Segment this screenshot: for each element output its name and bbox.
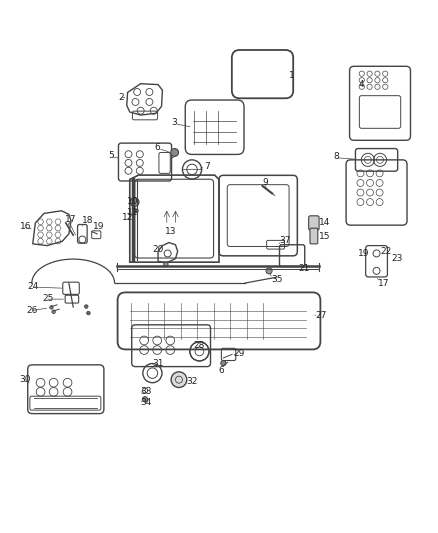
Text: 1: 1 (289, 70, 294, 79)
Text: 6: 6 (155, 143, 160, 152)
Text: 19: 19 (358, 249, 370, 258)
Circle shape (52, 310, 55, 313)
Text: 37: 37 (279, 236, 290, 245)
Circle shape (171, 149, 179, 156)
Text: 17: 17 (65, 215, 77, 224)
Text: 35: 35 (271, 275, 283, 284)
Text: 3: 3 (171, 118, 177, 127)
Text: 16: 16 (20, 222, 31, 231)
FancyBboxPatch shape (310, 228, 318, 244)
Text: 7: 7 (204, 162, 209, 171)
FancyBboxPatch shape (309, 216, 319, 230)
Circle shape (164, 262, 168, 266)
Circle shape (221, 360, 226, 366)
Text: 33: 33 (140, 387, 151, 396)
Text: 20: 20 (153, 245, 164, 254)
Text: 21: 21 (298, 264, 310, 273)
Circle shape (87, 311, 90, 315)
Text: 31: 31 (152, 359, 164, 368)
Text: 2: 2 (118, 93, 124, 102)
Circle shape (142, 397, 148, 402)
Text: 12: 12 (122, 213, 134, 222)
Text: 29: 29 (233, 349, 244, 358)
Text: 9: 9 (262, 177, 268, 187)
Text: 22: 22 (380, 247, 391, 256)
Text: 8: 8 (333, 152, 339, 161)
Text: 28: 28 (194, 341, 205, 350)
Text: 5: 5 (108, 151, 114, 160)
Text: 23: 23 (392, 254, 403, 263)
Text: 27: 27 (316, 311, 327, 320)
Text: 18: 18 (82, 216, 93, 225)
Text: 4: 4 (358, 80, 364, 89)
Text: 24: 24 (28, 281, 39, 290)
Text: 13: 13 (166, 227, 177, 236)
Circle shape (49, 305, 53, 309)
Text: 26: 26 (27, 305, 38, 314)
Text: 25: 25 (42, 294, 53, 303)
Circle shape (130, 198, 139, 206)
Text: 19: 19 (93, 222, 104, 231)
Circle shape (266, 268, 272, 274)
Text: 32: 32 (186, 377, 197, 386)
Text: 14: 14 (319, 217, 331, 227)
Circle shape (134, 209, 138, 213)
Circle shape (85, 305, 88, 308)
Text: 34: 34 (140, 398, 151, 407)
Text: 30: 30 (19, 375, 30, 384)
Text: 17: 17 (378, 279, 390, 287)
Text: 10: 10 (127, 197, 138, 206)
Text: 11: 11 (127, 207, 138, 216)
Circle shape (171, 372, 187, 387)
Text: 15: 15 (319, 232, 331, 241)
Text: 6: 6 (219, 366, 228, 375)
